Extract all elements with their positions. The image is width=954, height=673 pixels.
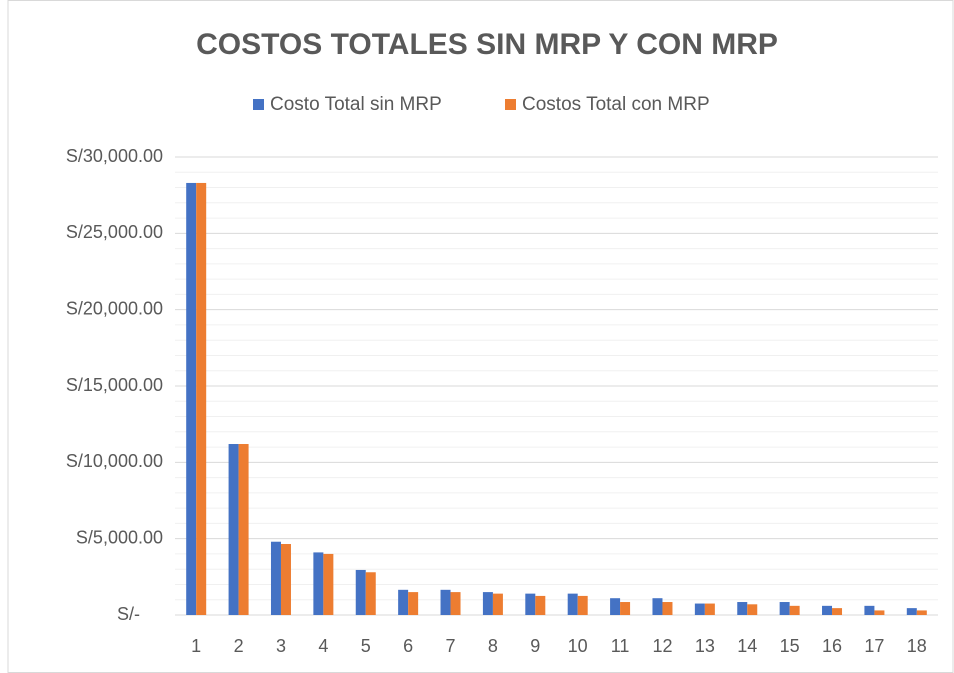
bar bbox=[662, 602, 673, 615]
bar bbox=[832, 608, 843, 615]
y-tick-label: S/- bbox=[117, 604, 140, 624]
bar bbox=[365, 572, 376, 615]
legend-label: Costos Total con MRP bbox=[522, 94, 710, 115]
x-tick-label: 14 bbox=[737, 636, 757, 656]
x-tick-label: 6 bbox=[403, 636, 413, 656]
y-tick-label: S/25,000.00 bbox=[66, 222, 163, 242]
x-tick-label: 11 bbox=[611, 636, 630, 656]
bar bbox=[874, 610, 885, 615]
x-tick-label: 7 bbox=[446, 636, 456, 656]
x-tick-label: 18 bbox=[907, 636, 927, 656]
bar bbox=[186, 182, 197, 615]
x-tick-label: 13 bbox=[695, 636, 715, 656]
bar bbox=[620, 602, 631, 615]
bar bbox=[747, 604, 758, 615]
x-tick-label: 15 bbox=[780, 636, 800, 656]
bar bbox=[355, 569, 366, 615]
bar bbox=[737, 602, 748, 615]
bar bbox=[535, 595, 546, 615]
x-tick-label: 3 bbox=[276, 636, 286, 656]
x-tick-label: 17 bbox=[864, 636, 884, 656]
bar bbox=[323, 553, 334, 615]
y-tick-label: S/5,000.00 bbox=[76, 527, 163, 547]
chart-border bbox=[7, 0, 954, 673]
bar bbox=[238, 444, 249, 615]
x-tick-label: 5 bbox=[361, 636, 371, 656]
y-tick-label: S/10,000.00 bbox=[66, 451, 163, 471]
bar bbox=[779, 602, 790, 615]
bar bbox=[694, 603, 705, 615]
bar bbox=[610, 598, 621, 615]
bar bbox=[652, 598, 663, 615]
bar bbox=[228, 444, 239, 615]
legend-label: Costo Total sin MRP bbox=[270, 94, 442, 115]
x-tick-label: 4 bbox=[318, 636, 328, 656]
y-tick-label: S/15,000.00 bbox=[66, 375, 163, 395]
x-tick-label: 12 bbox=[652, 636, 672, 656]
bar bbox=[482, 592, 493, 615]
bar bbox=[525, 593, 536, 615]
x-tick-label: 1 bbox=[191, 636, 201, 656]
bar bbox=[398, 589, 409, 615]
bar bbox=[270, 541, 281, 615]
bar bbox=[492, 593, 503, 615]
bar bbox=[789, 605, 800, 615]
bar bbox=[196, 182, 207, 615]
bar bbox=[440, 589, 451, 615]
x-tick-label: 10 bbox=[568, 636, 588, 656]
bar bbox=[577, 595, 588, 615]
bar bbox=[906, 608, 917, 615]
bar bbox=[450, 592, 461, 615]
legend-swatch bbox=[505, 99, 516, 110]
x-tick-label: 8 bbox=[488, 636, 498, 656]
x-tick-label: 2 bbox=[234, 636, 244, 656]
bar bbox=[822, 605, 833, 615]
bar bbox=[567, 593, 578, 615]
y-tick-label: S/30,000.00 bbox=[66, 146, 163, 166]
bar bbox=[280, 544, 291, 615]
bar bbox=[313, 552, 324, 615]
bar bbox=[704, 603, 715, 615]
bar bbox=[408, 592, 419, 615]
legend-swatch bbox=[253, 99, 264, 110]
x-tick-label: 16 bbox=[822, 636, 842, 656]
bar bbox=[916, 610, 927, 615]
chart-title: COSTOS TOTALES SIN MRP Y CON MRP bbox=[196, 28, 778, 61]
bar bbox=[864, 605, 875, 615]
y-tick-label: S/20,000.00 bbox=[66, 298, 163, 318]
x-tick-label: 9 bbox=[530, 636, 540, 656]
